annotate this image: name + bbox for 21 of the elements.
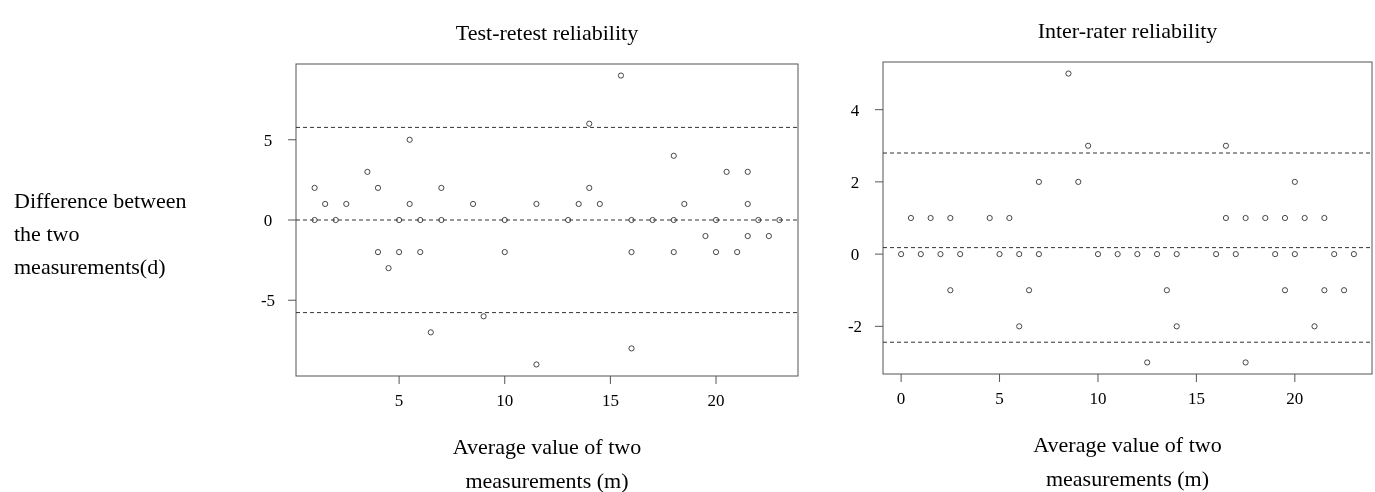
y-tick-label: 4 — [850, 100, 860, 120]
x-tick-label: 10 — [1089, 389, 1107, 408]
chart-title: Test-retest reliability — [455, 20, 639, 45]
chart-title: Inter-rater reliability — [1037, 18, 1218, 43]
y-tick-label: 0 — [850, 245, 860, 265]
x-axis-title: Average value of two measurements (m) — [1033, 432, 1222, 491]
x-tick-label: 10 — [496, 391, 514, 410]
x-axis-title: Average value of two measurements (m) — [452, 434, 642, 492]
x-tick-label: 5 — [995, 389, 1004, 408]
x-tick-label: 0 — [896, 389, 906, 408]
y-axis-title: Difference between the two measurements(d) — [14, 188, 187, 279]
y-tick-label: 2 — [850, 172, 860, 192]
x-tick-label: 20 — [707, 391, 725, 410]
x-tick-label: 15 — [1187, 389, 1205, 408]
y-tick-label: -2 — [847, 317, 863, 337]
x-tick-label: 5 — [394, 391, 404, 410]
y-tick-label: 5 — [263, 130, 273, 150]
x-tick-label: 20 — [1286, 389, 1304, 408]
y-tick-label: -5 — [260, 291, 276, 311]
x-tick-label: 15 — [601, 391, 619, 410]
y-tick-label: 0 — [263, 211, 273, 230]
